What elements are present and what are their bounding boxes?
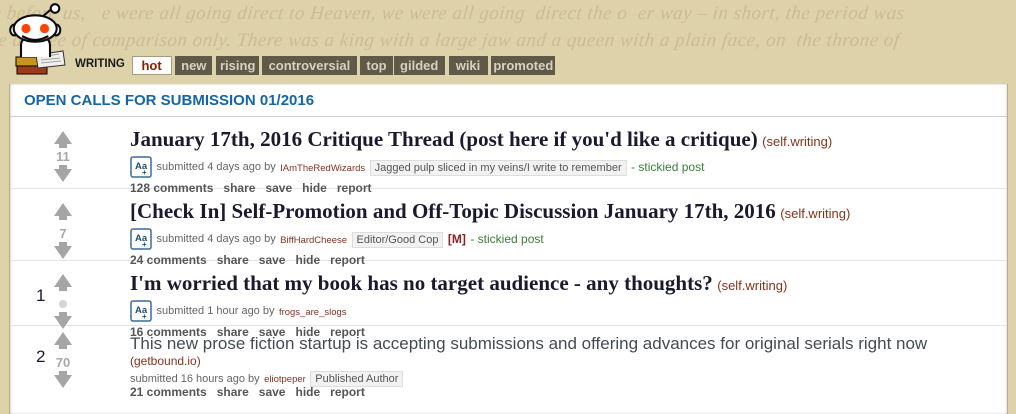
svg-text:+: + — [142, 168, 147, 177]
svg-text:+: + — [142, 240, 147, 249]
svg-text:+: + — [142, 312, 147, 321]
